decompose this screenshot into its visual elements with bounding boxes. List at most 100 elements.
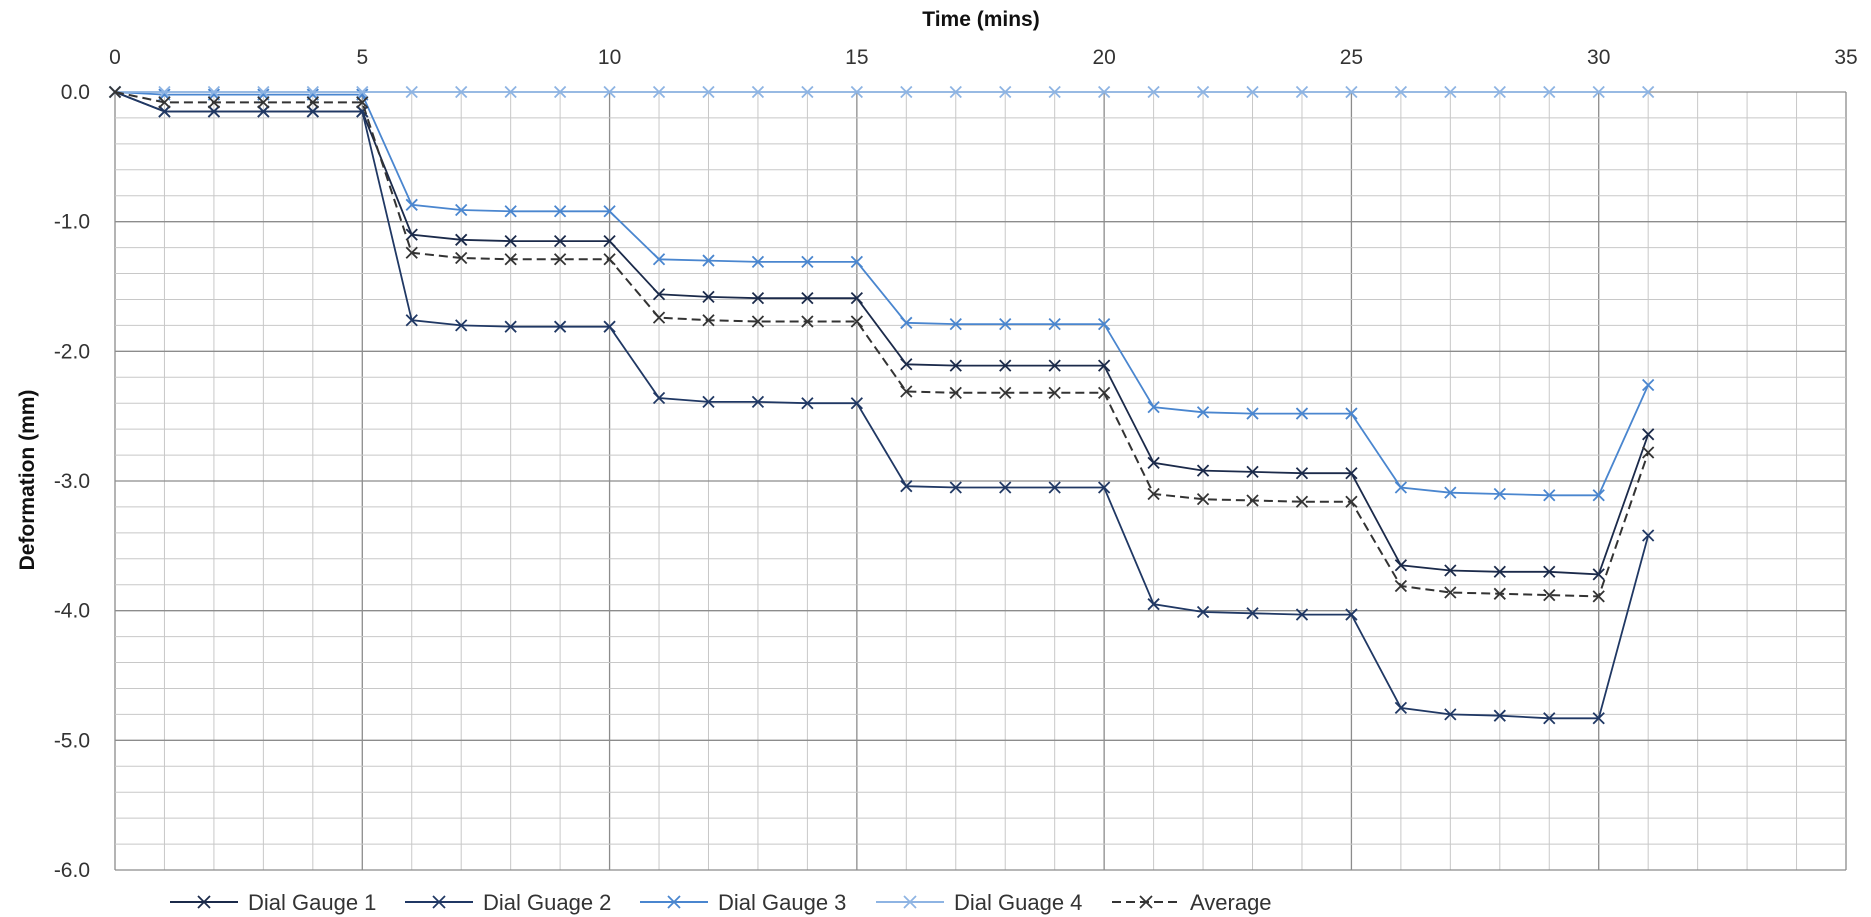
data-point bbox=[1642, 529, 1655, 542]
legend-label: Dial Gauge 1 bbox=[248, 890, 376, 915]
data-point bbox=[801, 85, 814, 99]
series-dial-guage-2 bbox=[108, 85, 1655, 725]
data-point bbox=[999, 317, 1012, 331]
data-point bbox=[801, 397, 814, 410]
y-tick-label: -6.0 bbox=[54, 859, 90, 882]
data-point bbox=[207, 105, 221, 118]
data-point bbox=[1493, 565, 1506, 578]
data-point bbox=[1098, 386, 1111, 399]
data-point bbox=[1139, 895, 1153, 909]
data-point bbox=[801, 315, 814, 328]
data-point bbox=[553, 234, 567, 248]
data-point bbox=[999, 386, 1012, 399]
data-point bbox=[1493, 587, 1506, 600]
data-point bbox=[1246, 607, 1259, 620]
data-point bbox=[652, 311, 666, 324]
data-point bbox=[900, 385, 913, 398]
data-point bbox=[900, 316, 913, 329]
legend-item: Dial Gauge 1 bbox=[170, 890, 376, 915]
y-tick-labels: 0.0 -1.0 -2.0 -3.0 -4.0 -5.0 -6.0 bbox=[54, 81, 90, 882]
data-point bbox=[1196, 85, 1210, 99]
data-point bbox=[850, 255, 863, 268]
data-point bbox=[1592, 590, 1605, 603]
y-tick-label: -1.0 bbox=[54, 211, 90, 234]
legend-label: Average bbox=[1190, 890, 1272, 915]
data-point bbox=[1295, 407, 1309, 420]
data-point bbox=[999, 481, 1012, 494]
series-dial-gauge-3 bbox=[108, 85, 1655, 502]
data-point bbox=[158, 85, 171, 99]
data-point bbox=[455, 203, 468, 217]
series-line bbox=[114, 91, 1650, 720]
data-point bbox=[1147, 400, 1160, 414]
data-point bbox=[1196, 493, 1210, 506]
data-point bbox=[603, 205, 616, 218]
data-point bbox=[1642, 428, 1655, 441]
data-point bbox=[1098, 317, 1111, 331]
legend-item: Dial Gauge 3 bbox=[640, 890, 846, 915]
x-tick-label: 0 bbox=[109, 46, 121, 69]
data-point bbox=[949, 386, 962, 399]
data-point bbox=[1098, 85, 1111, 99]
data-point bbox=[356, 85, 369, 99]
data-point bbox=[1295, 495, 1309, 508]
y-axis-title: Deformation (mm) bbox=[16, 390, 39, 571]
data-point bbox=[1048, 359, 1061, 372]
data-point bbox=[1048, 481, 1061, 494]
data-point bbox=[999, 85, 1012, 99]
data-point bbox=[1196, 406, 1210, 419]
data-point bbox=[702, 254, 715, 267]
data-point bbox=[1642, 85, 1655, 99]
data-point bbox=[652, 85, 666, 99]
data-point bbox=[158, 96, 171, 109]
data-point bbox=[1493, 487, 1506, 501]
data-point bbox=[1246, 465, 1259, 479]
data-point bbox=[504, 234, 517, 248]
data-point bbox=[553, 320, 567, 333]
data-point bbox=[1048, 85, 1061, 99]
data-point bbox=[801, 292, 814, 305]
data-point bbox=[432, 895, 446, 909]
data-point bbox=[1444, 708, 1457, 721]
series-dial-guage-4 bbox=[108, 85, 1655, 99]
data-point bbox=[751, 315, 765, 328]
legend-item: Average bbox=[1112, 890, 1272, 915]
data-point bbox=[306, 96, 319, 109]
x-tick-labels: 0 5 10 15 20 25 30 35 bbox=[109, 46, 1858, 69]
x-tick-label: 25 bbox=[1340, 46, 1363, 69]
data-point bbox=[1493, 85, 1506, 99]
data-point bbox=[1444, 85, 1457, 99]
data-point bbox=[1246, 407, 1259, 420]
data-point bbox=[405, 85, 418, 99]
data-point bbox=[1543, 588, 1556, 602]
data-point bbox=[949, 85, 962, 99]
data-point bbox=[1147, 487, 1160, 501]
x-tick-label: 15 bbox=[845, 46, 868, 69]
grid bbox=[114, 91, 1847, 871]
data-point bbox=[405, 314, 418, 327]
data-point bbox=[1048, 317, 1061, 331]
data-point bbox=[652, 288, 666, 301]
data-point bbox=[1543, 489, 1556, 502]
data-point bbox=[257, 105, 270, 118]
y-tick-label: -3.0 bbox=[54, 470, 90, 493]
data-point bbox=[1642, 378, 1655, 392]
data-point bbox=[1048, 386, 1061, 399]
x-axis-title: Time (mins) bbox=[922, 8, 1039, 31]
data-point bbox=[801, 255, 814, 268]
legend-item: Dial Guage 4 bbox=[876, 890, 1082, 915]
data-point bbox=[1147, 456, 1160, 469]
data-point bbox=[1444, 486, 1457, 499]
data-point bbox=[850, 85, 863, 99]
data-point bbox=[667, 895, 681, 909]
data-point bbox=[1295, 85, 1309, 99]
series-average bbox=[108, 85, 1655, 603]
x-tick-label: 5 bbox=[356, 46, 368, 69]
data-point bbox=[207, 96, 221, 109]
data-point bbox=[455, 251, 468, 265]
series-group bbox=[108, 85, 1655, 725]
data-point bbox=[1543, 712, 1556, 725]
data-point bbox=[1246, 494, 1259, 507]
x-tick-label: 10 bbox=[598, 46, 621, 69]
data-point bbox=[850, 397, 863, 410]
